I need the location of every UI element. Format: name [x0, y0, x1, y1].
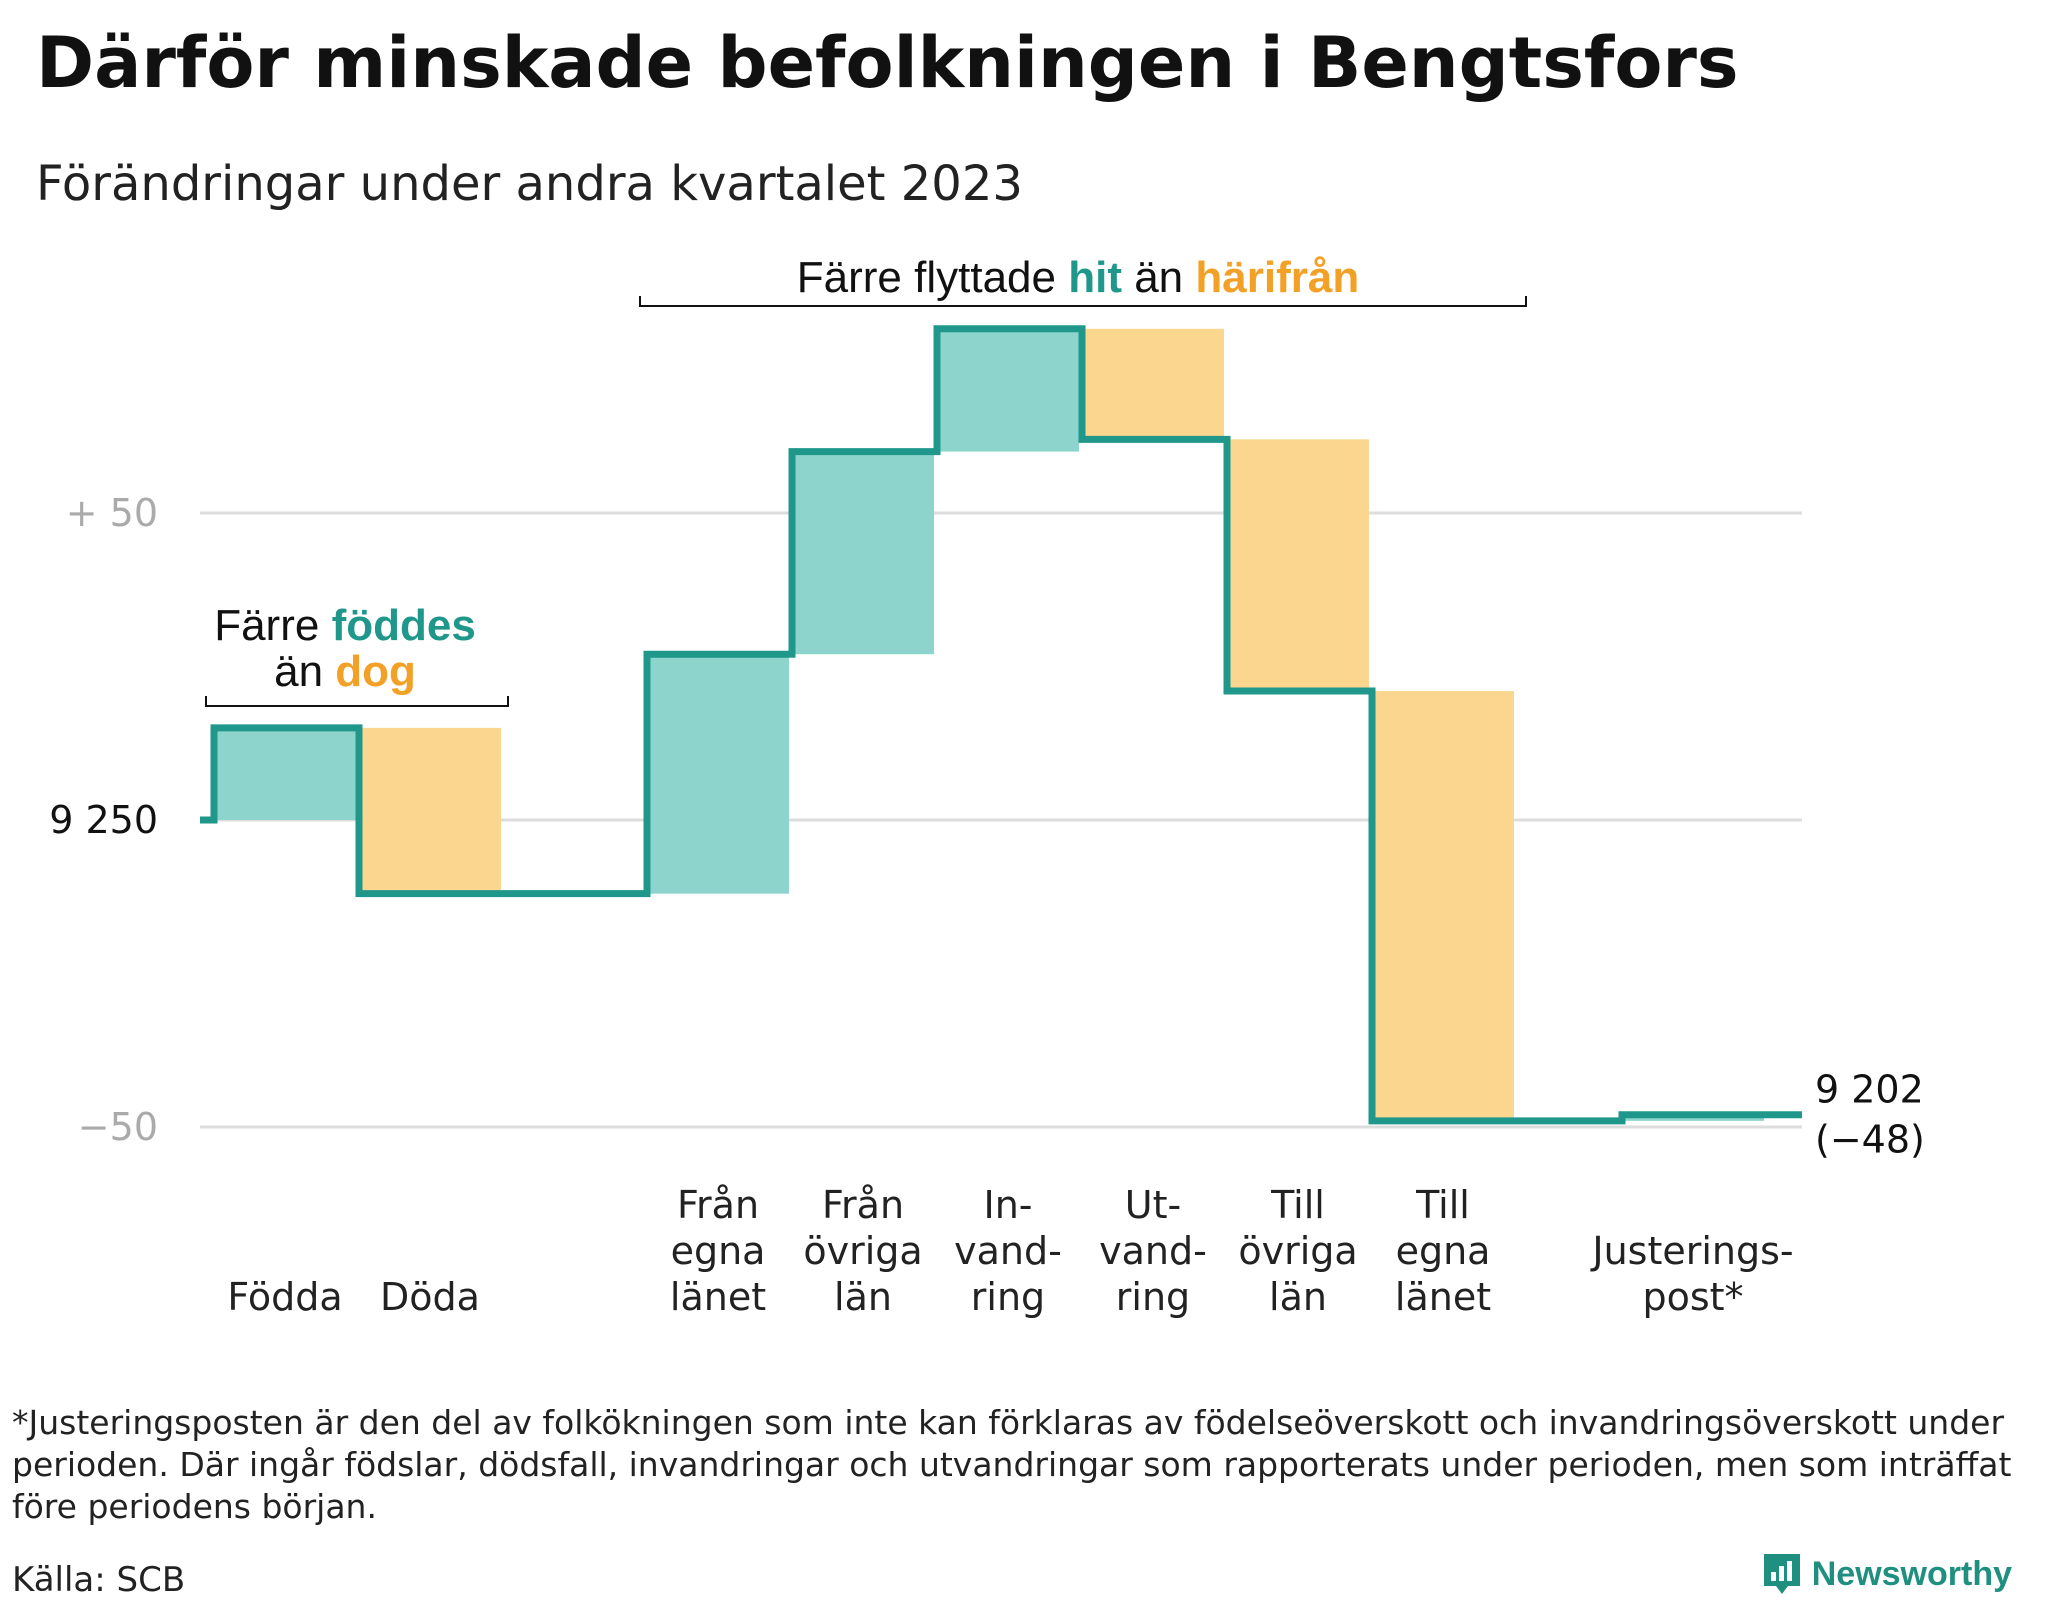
bar-till-egna-lanet	[1372, 691, 1514, 1121]
category-label-fran-ovriga-lan: övriga	[803, 1229, 922, 1273]
annotation-segment: dog	[335, 647, 416, 696]
category-label-till-ovriga-lan: övriga	[1238, 1229, 1357, 1273]
annotation-segment: Färre	[214, 601, 331, 650]
bar-fodda	[214, 727, 356, 820]
category-label-till-egna-lanet: egna	[1396, 1229, 1491, 1273]
annotation-bracket-migration	[639, 296, 1527, 307]
category-label-fran-egna-lanet: länet	[670, 1275, 766, 1319]
category-label-justeringspost: post*	[1642, 1275, 1743, 1319]
category-label-fran-ovriga-lan: län	[834, 1275, 892, 1319]
category-label-utvandring: ring	[1116, 1275, 1190, 1319]
chart-title: Därför minskade befolkningen i Bengtsfor…	[36, 22, 1739, 104]
category-label-invandring: In-	[983, 1183, 1032, 1227]
bar-fran-egna-lanet	[647, 654, 789, 894]
end-change-label: (−48)	[1815, 1118, 1925, 1162]
category-label-fran-egna-lanet: Från	[677, 1183, 759, 1227]
end-value-label: 9 202	[1815, 1068, 1924, 1112]
category-label-fran-ovriga-lan: Från	[822, 1183, 904, 1227]
footnote: *Justeringsposten är den del av folkökni…	[12, 1403, 2012, 1526]
category-label-till-egna-lanet: Till	[1415, 1183, 1470, 1227]
category-label-fran-egna-lanet: egna	[671, 1229, 766, 1273]
annotation-births-deaths: än dog	[274, 647, 416, 696]
y-tick-label: + 50	[66, 491, 158, 535]
annotation-segment: än	[274, 647, 335, 696]
waterfall-chart: + 509 250−50 Födda DödaFrånegnalänetFrånö…	[49, 253, 1925, 1319]
bar-doda	[359, 727, 501, 894]
cumulative-line	[200, 325, 1802, 1125]
source-note: Källa: SCB	[12, 1560, 186, 1600]
category-label-till-ovriga-lan: län	[1269, 1275, 1327, 1319]
category-label-fodda: Födda	[227, 1275, 342, 1319]
annotation-segment: Färre flyttade	[797, 253, 1068, 302]
annotation-segment: härifrån	[1195, 253, 1359, 302]
bar-till-ovriga-lan	[1227, 439, 1369, 692]
step-bars	[214, 328, 1764, 1121]
category-label-invandring: ring	[971, 1275, 1045, 1319]
cumulative-line	[200, 325, 1802, 1125]
category-label-justeringspost: Justerings-	[1590, 1229, 1793, 1273]
category-label-invandring: vand-	[954, 1229, 1062, 1273]
bar-fran-ovriga-lan	[792, 451, 934, 655]
bar-invandring	[937, 328, 1079, 452]
annotation-births-deaths: Färre föddes	[214, 601, 476, 650]
annotation-migration: Färre flyttade hit än härifrån	[797, 253, 1359, 302]
annotation-segment: hit	[1068, 253, 1122, 302]
newsworthy-logo-icon	[1763, 1554, 1800, 1594]
end-value-labels: 9 202 (−48)	[1815, 1068, 1925, 1162]
y-tick-label: −50	[78, 1105, 158, 1149]
y-tick-label: 9 250	[49, 798, 158, 842]
category-label-till-egna-lanet: länet	[1395, 1275, 1491, 1319]
brand-name: Newsworthy	[1811, 1554, 2012, 1593]
annotation-segment: än	[1122, 253, 1195, 302]
chart-subtitle: Förändringar under andra kvartalet 2023	[36, 156, 1023, 212]
category-label-utvandring: vand-	[1099, 1229, 1207, 1273]
category-label-till-ovriga-lan: Till	[1270, 1183, 1325, 1227]
annotation-segment: föddes	[332, 601, 476, 650]
y-axis-tick-labels: + 50 9 250 −50	[49, 491, 158, 1149]
category-labels: Födda DödaFrånegnalänetFrånövrigalänIn-va…	[227, 1183, 1793, 1319]
category-label-doda: Döda	[380, 1275, 480, 1319]
brand: Newsworthy	[1762, 1552, 2012, 1596]
annotation-bracket-births-deaths	[205, 696, 509, 707]
bar-utvandring	[1082, 328, 1224, 440]
category-label-utvandring: Ut-	[1125, 1183, 1181, 1227]
